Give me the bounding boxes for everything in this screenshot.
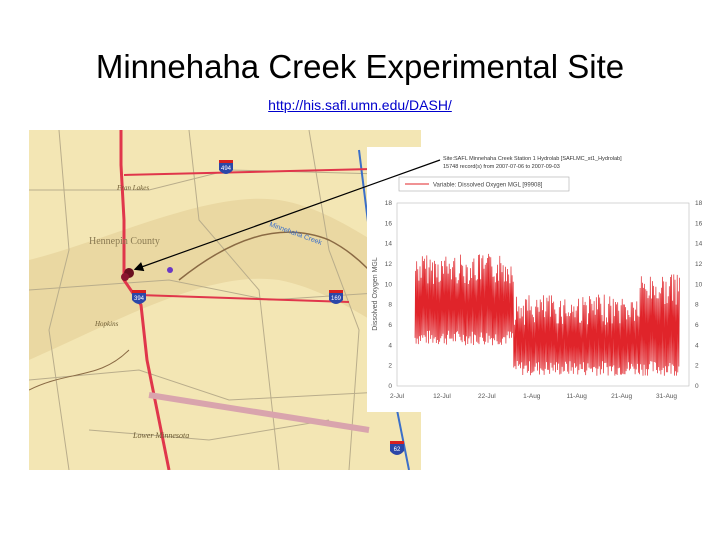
y-tick-right: 12 (695, 261, 703, 268)
do-series-line (414, 253, 680, 376)
svg-text:62: 62 (394, 447, 401, 453)
site-map: 494 394 169 62 Fran Lakes Hennepin Count… (29, 130, 421, 470)
map-label-hopkins: Hopkins (94, 320, 119, 328)
y-tick-right: 2 (695, 363, 699, 370)
x-tick: 11-Aug (566, 393, 587, 400)
y-tick-right: 0 (695, 383, 699, 390)
y-tick-left: 16 (385, 220, 393, 227)
y-tick-left: 6 (388, 322, 392, 329)
y-tick-left: 4 (388, 342, 392, 349)
y-tick-right: 6 (695, 322, 699, 329)
x-tick: 22-Jul (478, 393, 496, 400)
y-tick-left: 14 (385, 241, 393, 248)
y-tick-left: 12 (385, 261, 393, 268)
y-tick-left: 0 (388, 383, 392, 390)
map-label-town: Fran Lakes (116, 184, 149, 192)
y-tick-right: 16 (695, 220, 703, 227)
interstate-shield-494: 494 (219, 160, 233, 174)
dash-link[interactable]: http://his.safl.umn.edu/DASH/ (268, 97, 452, 113)
do-chart-panel: Site:SAFL Minnehaha Creek Station 1 Hydr… (367, 147, 712, 412)
y-tick-left: 8 (388, 302, 392, 309)
interstate-shield-169: 169 (329, 290, 343, 304)
y-tick-left: 10 (385, 281, 393, 288)
svg-text:394: 394 (134, 296, 145, 302)
y-tick-right: 8 (695, 302, 699, 309)
y-tick-right: 18 (695, 200, 703, 207)
chart-header-2: 15748 record(s) from 2007-07-06 to 2007-… (443, 164, 560, 170)
x-tick: 21-Aug (611, 393, 632, 400)
chart-ylabel: Dissolved Oxygen MGL (372, 257, 379, 331)
map-label-county: Hennepin County (89, 236, 160, 247)
x-tick: 1-Aug (523, 393, 541, 400)
y-tick-right: 14 (695, 241, 703, 248)
map-label-lower: Lower Minnesota (132, 431, 189, 440)
interstate-shield-62: 62 (390, 441, 404, 455)
chart-legend-label: Variable: Dissolved Oxygen MGL [99908] (433, 183, 543, 189)
x-tick: 31-Aug (656, 393, 677, 400)
x-tick: 2-Jul (390, 393, 405, 400)
x-tick: 12-Jul (433, 393, 451, 400)
slide-title: Minnehaha Creek Experimental Site (95, 48, 625, 85)
svg-text:169: 169 (331, 296, 342, 302)
interstate-shield-394: 394 (132, 290, 146, 304)
chart-header-1: Site:SAFL Minnehaha Creek Station 1 Hydr… (443, 156, 622, 162)
y-tick-right: 10 (695, 281, 703, 288)
svg-text:494: 494 (221, 166, 232, 172)
y-tick-left: 2 (388, 363, 392, 370)
y-tick-left: 18 (385, 200, 393, 207)
y-tick-right: 4 (695, 342, 699, 349)
